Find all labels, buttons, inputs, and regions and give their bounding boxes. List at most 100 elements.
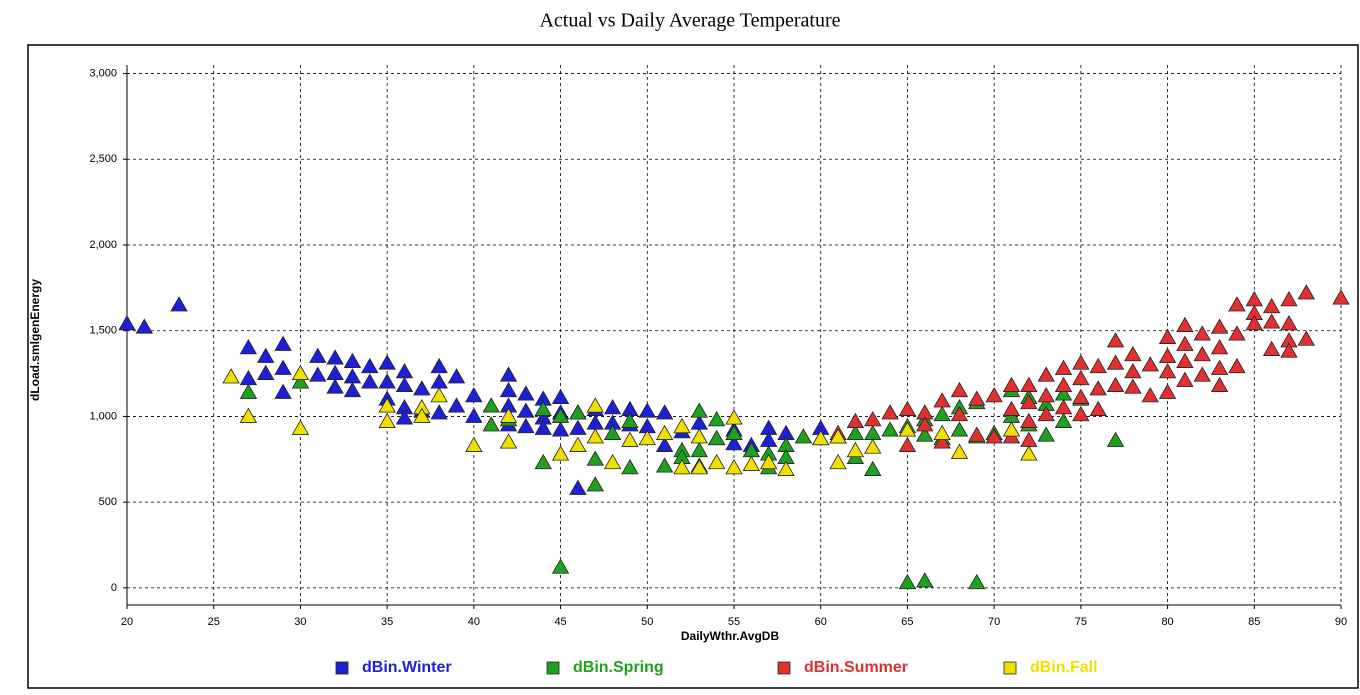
point bbox=[1054, 399, 1073, 415]
point bbox=[135, 318, 154, 334]
point bbox=[465, 387, 483, 403]
legend-label: dBin.Spring bbox=[573, 659, 664, 676]
point bbox=[378, 397, 396, 413]
point bbox=[655, 436, 674, 452]
point bbox=[1228, 357, 1246, 374]
point bbox=[1020, 431, 1038, 447]
legend-swatch bbox=[777, 661, 791, 675]
point bbox=[1193, 345, 1211, 362]
point bbox=[1176, 352, 1194, 368]
point bbox=[1297, 330, 1315, 346]
point bbox=[933, 433, 951, 449]
point bbox=[1210, 318, 1229, 334]
point bbox=[1280, 342, 1298, 358]
point bbox=[239, 339, 258, 355]
point bbox=[725, 424, 743, 440]
point bbox=[950, 443, 969, 459]
point bbox=[898, 421, 917, 437]
point bbox=[864, 460, 882, 476]
point bbox=[1332, 289, 1350, 305]
point bbox=[985, 387, 1003, 403]
point bbox=[569, 419, 587, 435]
point bbox=[1002, 400, 1021, 416]
x-tick-label: 30 bbox=[294, 616, 306, 628]
point bbox=[447, 368, 466, 384]
point bbox=[326, 378, 344, 394]
point bbox=[239, 369, 258, 386]
point bbox=[517, 417, 535, 434]
point bbox=[950, 421, 969, 437]
point bbox=[950, 405, 969, 422]
point bbox=[534, 400, 552, 416]
y-tick-label: 1,000 bbox=[89, 410, 117, 422]
point bbox=[1106, 332, 1125, 348]
x-tick-label: 50 bbox=[641, 616, 653, 628]
point bbox=[361, 373, 379, 389]
point bbox=[291, 373, 310, 389]
point bbox=[1037, 405, 1055, 422]
point bbox=[430, 404, 448, 420]
point bbox=[170, 296, 188, 312]
point bbox=[1037, 426, 1055, 442]
point bbox=[551, 445, 570, 461]
point bbox=[898, 400, 917, 416]
point bbox=[707, 411, 726, 427]
point bbox=[1002, 376, 1021, 392]
point bbox=[1124, 378, 1142, 394]
point bbox=[603, 399, 622, 415]
y-tick-label: 2,500 bbox=[89, 153, 117, 165]
point bbox=[777, 460, 795, 476]
x-tick-label: 90 bbox=[1335, 616, 1347, 628]
point bbox=[482, 397, 500, 413]
point bbox=[378, 354, 396, 370]
point bbox=[413, 407, 431, 423]
point bbox=[1280, 291, 1298, 307]
point bbox=[707, 429, 726, 446]
point bbox=[1072, 388, 1090, 404]
point bbox=[655, 424, 674, 440]
point bbox=[864, 424, 882, 440]
point bbox=[551, 388, 570, 404]
point bbox=[1054, 412, 1073, 428]
point bbox=[638, 429, 656, 446]
x-tick-label: 65 bbox=[901, 616, 913, 628]
point bbox=[1210, 376, 1229, 392]
point bbox=[291, 364, 310, 380]
point bbox=[257, 347, 275, 363]
point bbox=[1176, 371, 1194, 387]
point bbox=[673, 417, 691, 434]
point bbox=[1020, 445, 1038, 461]
point bbox=[395, 363, 414, 379]
point bbox=[499, 366, 518, 382]
x-tick-label: 35 bbox=[381, 616, 393, 628]
point bbox=[1106, 376, 1125, 392]
point bbox=[309, 347, 327, 363]
point bbox=[1037, 387, 1055, 403]
point bbox=[725, 409, 743, 425]
point bbox=[916, 416, 934, 432]
point bbox=[690, 441, 709, 458]
point bbox=[1193, 366, 1211, 382]
point bbox=[430, 373, 448, 389]
point bbox=[1158, 347, 1177, 363]
point bbox=[933, 392, 951, 408]
y-axis-title: dLoad.smlgenEnergy bbox=[28, 279, 42, 401]
point bbox=[430, 357, 448, 374]
point bbox=[864, 438, 882, 454]
point bbox=[1089, 357, 1107, 374]
point bbox=[1262, 340, 1281, 356]
point bbox=[499, 381, 518, 398]
point bbox=[361, 357, 379, 374]
x-tick-label: 60 bbox=[815, 616, 827, 628]
point bbox=[586, 476, 604, 492]
legend-swatch bbox=[335, 661, 349, 675]
point bbox=[586, 428, 604, 444]
point bbox=[621, 459, 639, 475]
point bbox=[1158, 328, 1177, 344]
point bbox=[916, 426, 934, 442]
point bbox=[1002, 421, 1021, 437]
point bbox=[1072, 405, 1090, 422]
point bbox=[499, 407, 518, 423]
